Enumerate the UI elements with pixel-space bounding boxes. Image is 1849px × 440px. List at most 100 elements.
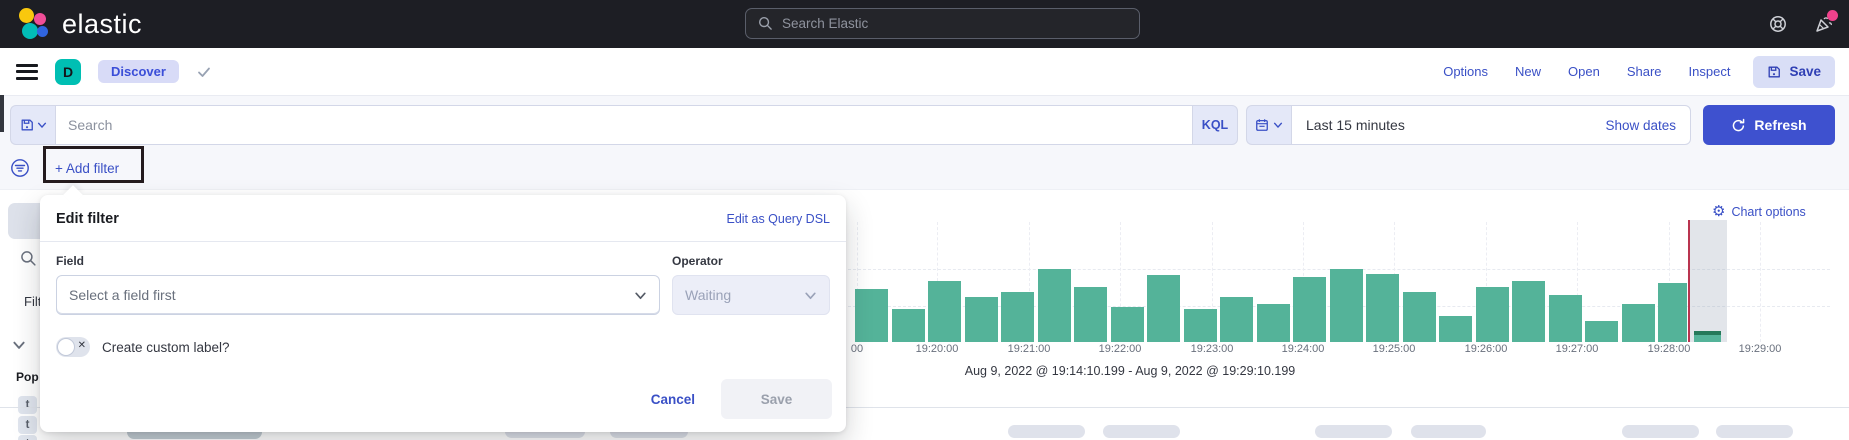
partial-bucket-cap (1694, 331, 1721, 335)
date-picker-button[interactable] (1246, 105, 1291, 145)
filter-editor-form: Field Select a field first Operator Wait… (40, 242, 846, 315)
custom-label-toggle-row: ✕ Create custom label? (40, 315, 846, 357)
histogram-bar[interactable] (1475, 287, 1509, 342)
elastic-brand[interactable]: elastic (0, 6, 142, 42)
header-actions (1767, 0, 1838, 48)
check-icon (196, 64, 212, 80)
query-input[interactable] (68, 117, 1180, 133)
time-range-box: Last 15 minutes Show dates (1291, 105, 1691, 145)
elastic-logo-icon (14, 6, 50, 42)
x-axis-tick-label: 19:27:00 (1555, 343, 1599, 355)
save-icon (1767, 65, 1781, 79)
operator-select-disabled: Waiting (672, 275, 830, 315)
filter-save-button-disabled[interactable]: Save (721, 379, 832, 419)
custom-label-toggle[interactable]: ✕ (56, 337, 90, 357)
histogram-bar[interactable] (1183, 309, 1217, 342)
histogram-bar[interactable] (1001, 292, 1034, 342)
new-link[interactable]: New (1515, 64, 1542, 79)
gear-icon: ⚙ (1712, 203, 1726, 220)
popover-title: Edit filter (56, 211, 119, 227)
field-type-badge: t (18, 396, 37, 414)
skeleton-placeholder (1315, 425, 1392, 438)
histogram-bar[interactable] (1147, 275, 1180, 342)
histogram-bar[interactable] (891, 309, 925, 342)
popover-footer: Cancel Save (651, 379, 832, 419)
breadcrumb-discover[interactable]: Discover (98, 60, 179, 83)
histogram-bar[interactable] (1512, 281, 1545, 342)
custom-label-toggle-label: Create custom label? (102, 339, 230, 355)
partial-bucket-bar[interactable] (1694, 335, 1721, 342)
popover-header: Edit filter Edit as Query DSL (40, 195, 846, 241)
query-input-wrap (55, 105, 1192, 145)
inspect-link[interactable]: Inspect (1688, 64, 1731, 79)
edit-as-query-dsl-link[interactable]: Edit as Query DSL (726, 212, 830, 226)
histogram-bar[interactable] (1037, 269, 1071, 342)
edit-filter-popover: Edit filter Edit as Query DSL Field Sele… (40, 195, 846, 432)
x-axis-tick-label: 19:22:00 (1098, 343, 1142, 355)
current-time-marker (1688, 220, 1690, 342)
histogram-bar[interactable] (1256, 304, 1290, 342)
calendar-icon (1256, 119, 1268, 131)
filter-bar: + Add filter (0, 150, 900, 186)
global-header: elastic (0, 0, 1849, 48)
newsfeed-icon[interactable] (1813, 10, 1838, 35)
field-label: Field (56, 254, 85, 268)
skeleton-placeholder (1716, 425, 1793, 438)
x-axis-tick-label: 19:20:00 (915, 343, 959, 355)
nav-row: D Discover Options New Open Share Inspec… (0, 48, 1849, 95)
filter-icon[interactable] (10, 158, 30, 178)
options-link[interactable]: Options (1443, 64, 1489, 79)
histogram-bar[interactable] (1329, 269, 1363, 342)
x-axis-tick-label: 19:29:00 (1738, 343, 1782, 355)
histogram-bar[interactable] (1293, 277, 1326, 342)
histogram-bar[interactable] (1439, 316, 1472, 342)
histogram-bar[interactable] (1402, 292, 1436, 342)
histogram-bar[interactable] (928, 281, 961, 342)
global-search-box[interactable] (745, 8, 1140, 39)
histogram-bar[interactable] (1658, 283, 1687, 342)
x-axis-tick-label: 19:24:00 (1281, 343, 1325, 355)
field-search-icon[interactable] (20, 250, 37, 267)
collapse-chevron-icon[interactable] (12, 338, 26, 352)
x-axis-tick-label: 19:26:00 (1464, 343, 1508, 355)
x-axis-tick-label: 19:25:00 (1372, 343, 1416, 355)
chart-options-button[interactable]: ⚙ Chart options (1712, 204, 1806, 219)
time-range-value[interactable]: Last 15 minutes (1306, 117, 1405, 133)
global-search-input[interactable] (782, 16, 1127, 31)
histogram-bar[interactable] (1366, 274, 1399, 342)
skeleton-placeholder (1008, 425, 1085, 438)
share-link[interactable]: Share (1626, 64, 1662, 79)
skeleton-placeholder (1103, 425, 1180, 438)
chevron-down-icon (635, 292, 646, 299)
section-divider (0, 407, 1849, 408)
field-type-badge: t (18, 416, 37, 434)
histogram-bar[interactable] (1548, 295, 1582, 342)
cancel-button[interactable]: Cancel (650, 391, 695, 407)
field-select[interactable]: Select a field first (56, 275, 660, 315)
popover-divider (40, 241, 846, 242)
add-filter-button[interactable]: + Add filter (55, 160, 120, 176)
field-select-placeholder: Select a field first (69, 287, 176, 303)
query-bar: KQL Last 15 minutes Show dates Refresh (10, 105, 1835, 145)
histogram-bar[interactable] (1074, 287, 1107, 342)
histogram-bar[interactable] (855, 289, 888, 342)
kql-language-button[interactable]: KQL (1192, 105, 1238, 145)
save-button[interactable]: Save (1753, 55, 1835, 88)
show-dates-link[interactable]: Show dates (1605, 117, 1676, 133)
open-link[interactable]: Open (1568, 64, 1600, 79)
histogram-bar[interactable] (1585, 321, 1618, 342)
histogram-bar[interactable] (964, 297, 998, 342)
x-axis-tick-label: 00 (850, 343, 864, 355)
search-icon (758, 16, 773, 31)
histogram-bar[interactable] (1621, 304, 1655, 342)
help-icon[interactable] (1767, 13, 1789, 35)
histogram-bar[interactable] (1220, 297, 1253, 342)
space-avatar[interactable]: D (55, 58, 81, 85)
x-axis-tick-label: 19:21:00 (1007, 343, 1051, 355)
saved-query-menu-button[interactable] (10, 105, 55, 145)
skeleton-placeholder (1411, 425, 1486, 438)
histogram-bar[interactable] (1110, 307, 1144, 342)
menu-icon[interactable] (16, 63, 38, 80)
refresh-button[interactable]: Refresh (1703, 105, 1835, 145)
chevron-down-icon (1273, 122, 1283, 128)
